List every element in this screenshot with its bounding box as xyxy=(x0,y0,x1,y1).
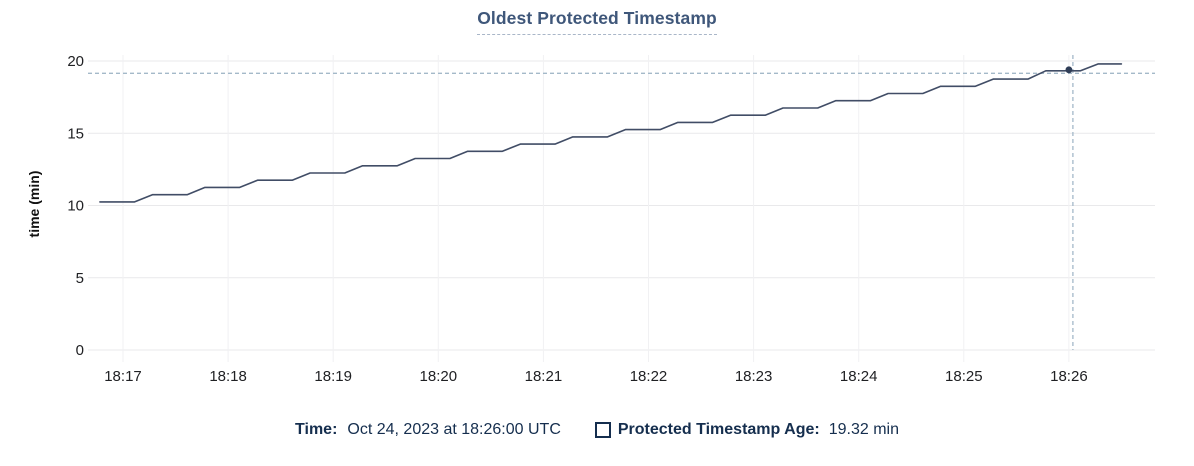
x-axis-tick-label: 18:22 xyxy=(630,368,668,385)
x-axis-tick-label: 18:26 xyxy=(1050,368,1088,385)
x-axis-tick-label: 18:24 xyxy=(840,368,878,385)
y-axis-title: time (min) xyxy=(26,171,42,238)
y-axis-tick-label: 15 xyxy=(67,125,84,142)
x-axis-tick-label: 18:17 xyxy=(104,368,142,385)
tooltip-time-value: Oct 24, 2023 at 18:26:00 UTC xyxy=(347,421,561,438)
y-axis-tick-label: 20 xyxy=(67,53,84,70)
x-axis-tick-label: 18:20 xyxy=(420,368,458,385)
x-axis-tick-label: 18:18 xyxy=(209,368,247,385)
x-axis-tick-label: 18:25 xyxy=(945,368,983,385)
tooltip-series-entry: Protected Timestamp Age: 19.32 min xyxy=(594,421,899,439)
hover-point xyxy=(1065,66,1073,74)
x-axis-tick-label: 18:21 xyxy=(525,368,563,385)
tooltip-time-label: Time: xyxy=(295,421,338,438)
y-axis-tick-label: 10 xyxy=(67,198,84,215)
y-axis-tick-label: 0 xyxy=(76,342,84,359)
chart-title[interactable]: Oldest Protected Timestamp xyxy=(477,8,717,35)
x-axis-tick-label: 18:19 xyxy=(314,368,352,385)
series-line xyxy=(99,63,1123,203)
tooltip-series-value: 19.32 min xyxy=(828,421,899,438)
series-swatch-icon xyxy=(594,422,611,438)
tooltip-series-label: Protected Timestamp Age: xyxy=(617,421,820,438)
chart-tooltip-legend: Time: Oct 24, 2023 at 18:26:00 UTC Prote… xyxy=(0,421,1194,439)
y-axis-tick-label: 5 xyxy=(76,270,84,287)
x-axis-tick-label: 18:23 xyxy=(735,368,773,385)
chart-canvas[interactable]: 0 5 10 15 20 18:17 18:18 18:19 18:20 18:21 18:22 18… xyxy=(0,40,1194,390)
chart-header: Oldest Protected Timestamp xyxy=(0,8,1194,35)
